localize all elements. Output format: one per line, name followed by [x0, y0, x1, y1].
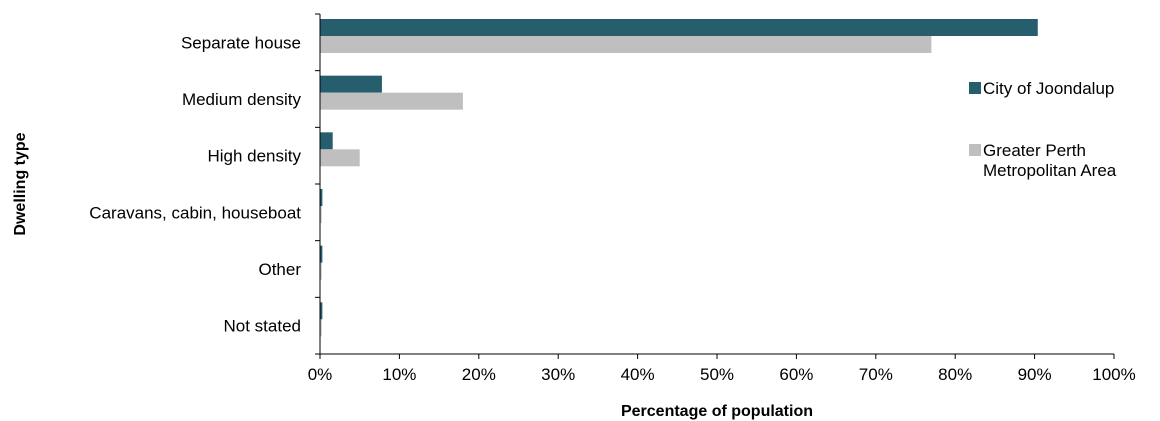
x-tick-label-0: 0% — [308, 365, 333, 384]
legend-swatch-0 — [969, 82, 981, 94]
x-tick-label-10: 100% — [1092, 365, 1135, 384]
bar-joondalup-0 — [320, 19, 1038, 36]
category-labels: Separate house Medium density High density… — [89, 33, 301, 335]
axes-group — [315, 13, 1115, 359]
bars-group — [320, 19, 1038, 337]
x-axis-title: Percentage of population — [621, 403, 813, 420]
x-tick-labels: 0% 10% 20% 30% 40% 50% 60% 70% 80% 90% 100% — [308, 365, 1136, 384]
x-tick-label-7: 70% — [859, 365, 893, 384]
x-tick-label-1: 10% — [382, 365, 416, 384]
bar-greater-perth-3 — [320, 206, 322, 223]
category-label-2: High density — [207, 147, 301, 166]
x-tick-label-9: 90% — [1018, 365, 1052, 384]
bar-greater-perth-2 — [320, 149, 360, 167]
bar-greater-perth-4 — [320, 262, 322, 280]
bar-joondalup-1 — [320, 75, 382, 93]
x-tick-label-8: 80% — [938, 365, 972, 384]
legend-label-0: City of Joondalup — [983, 79, 1114, 98]
category-label-0: Separate house — [181, 33, 301, 52]
bar-greater-perth-1 — [320, 92, 463, 110]
category-label-1: Medium density — [182, 90, 302, 109]
x-tick-label-4: 40% — [621, 365, 655, 384]
legend-swatch-1 — [969, 144, 981, 156]
category-label-3: Caravans, cabin, houseboat — [89, 203, 301, 222]
x-tick-label-6: 60% — [779, 365, 813, 384]
bar-joondalup-5 — [320, 302, 323, 320]
y-axis-title: Dwelling type — [12, 132, 29, 235]
category-label-4: Other — [258, 260, 301, 279]
bar-greater-perth-5 — [320, 319, 322, 337]
bar-joondalup-3 — [320, 189, 323, 206]
x-tick-label-5: 50% — [700, 365, 734, 384]
x-tick-label-2: 20% — [462, 365, 496, 384]
category-label-5: Not stated — [224, 317, 302, 336]
legend-label-1: Greater Perth Metropolitan Area — [983, 141, 1117, 180]
bar-joondalup-2 — [320, 132, 333, 150]
legend: City of Joondalup Greater Perth Metropolit… — [969, 79, 1117, 180]
x-tick-label-3: 30% — [541, 365, 575, 384]
bar-joondalup-4 — [320, 245, 323, 263]
bar-greater-perth-0 — [320, 36, 932, 53]
